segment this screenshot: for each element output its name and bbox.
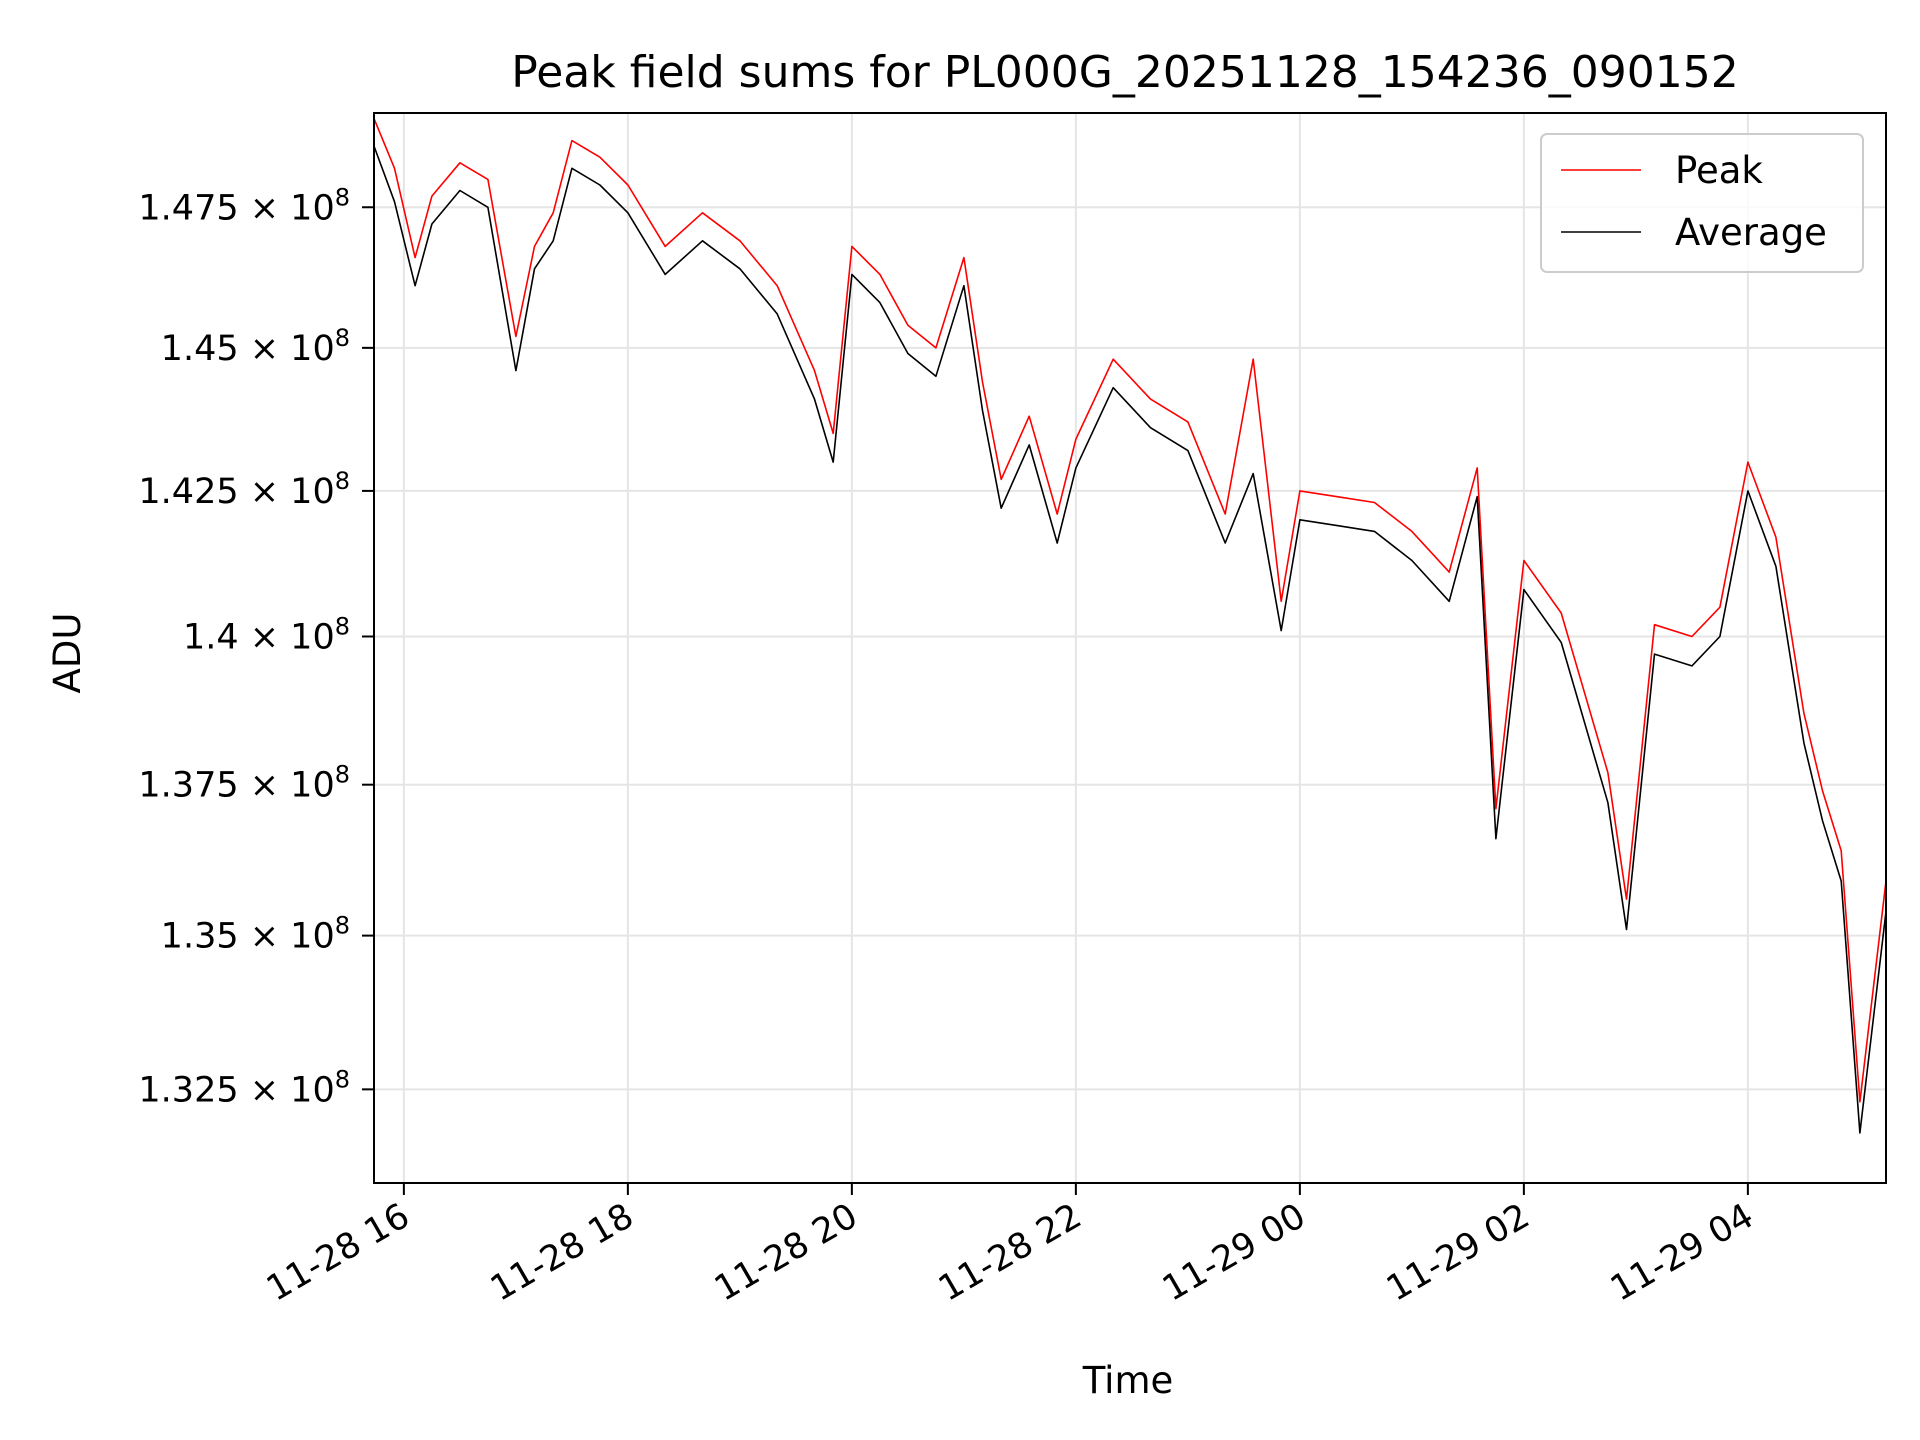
x-axis: 11-28 16 11-28 18 11-28 20 11-28 22 11-29 00… [260, 1183, 1760, 1309]
y-tick-label: 1.325 × 108 [138, 1065, 350, 1110]
legend-label-average: Average [1675, 211, 1827, 254]
x-tick-label: 11-29 02 [1380, 1196, 1536, 1309]
y-tick-label: 1.425 × 108 [138, 467, 350, 512]
plot-area [374, 118, 1886, 1134]
y-tick-label: 1.4 × 108 [183, 612, 350, 657]
x-tick-label: 11-29 00 [1156, 1196, 1312, 1309]
chart-title: Peak field sums for PL000G_20251128_1542… [511, 47, 1738, 98]
series-line-peak [374, 118, 1886, 1103]
y-tick-label: 1.35 × 108 [161, 912, 350, 957]
y-tick-label: 1.45 × 108 [161, 324, 350, 369]
plot-frame [373, 112, 1887, 1184]
y-axis: 1.325 × 108 1.35 × 108 1.375 × 108 1.4 × 10… [138, 183, 374, 1110]
grid [374, 113, 1886, 1183]
legend: Peak Average [1540, 133, 1864, 273]
x-axis-label: Time [1082, 1359, 1174, 1402]
y-tick-label: 1.475 × 108 [138, 183, 350, 228]
x-tick-label: 11-28 16 [260, 1196, 416, 1309]
legend-label-peak: Peak [1675, 149, 1763, 192]
legend-box [1540, 133, 1864, 273]
y-axis-label: ADU [46, 613, 89, 694]
x-tick-label: 11-29 04 [1604, 1196, 1760, 1309]
x-tick-label: 11-28 18 [484, 1196, 640, 1309]
y-tick-label: 1.375 × 108 [138, 761, 350, 806]
series-line-average [374, 145, 1886, 1134]
x-tick-label: 11-28 22 [932, 1196, 1088, 1309]
x-tick-label: 11-28 20 [708, 1196, 864, 1309]
